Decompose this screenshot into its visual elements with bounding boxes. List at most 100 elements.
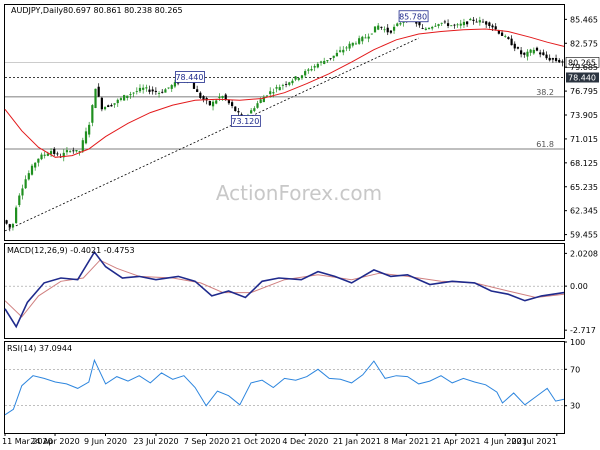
macd-tick-label: -2.717	[570, 326, 596, 335]
price-annotation-label: 73.120	[231, 117, 259, 126]
candle-body	[307, 69, 310, 71]
candle-body	[497, 30, 500, 34]
candle-body	[170, 85, 173, 89]
candle-body	[154, 90, 157, 92]
candle-body	[332, 55, 335, 58]
candle-body	[466, 21, 469, 25]
watermark: ActionForex.com	[216, 181, 382, 205]
candle-body	[319, 61, 323, 63]
candle-body	[164, 89, 167, 93]
candle-body	[107, 105, 110, 108]
candle-body	[472, 19, 475, 21]
candle-body	[284, 84, 288, 85]
candle-body	[297, 78, 300, 80]
candle-body	[8, 224, 11, 228]
candle-body	[18, 195, 21, 206]
candle-body	[481, 21, 485, 23]
candle-body	[504, 35, 507, 37]
candle-body	[262, 96, 265, 103]
candle-body	[196, 89, 199, 92]
candle-body	[361, 36, 364, 42]
date-tick-label: 21 Jan 2021	[333, 437, 381, 446]
candle-body	[294, 76, 297, 80]
macd-tick-label: 2.0208	[570, 249, 598, 258]
candle-body	[513, 43, 516, 49]
candle-body	[535, 47, 539, 51]
candle-body	[113, 103, 116, 105]
candle-body	[453, 24, 456, 26]
candle-body	[348, 43, 351, 49]
candle-body	[215, 100, 218, 104]
candle-body	[135, 91, 138, 92]
rsi-panel	[4, 341, 565, 434]
price-tick-label: 76.795	[570, 87, 598, 96]
candle-body	[275, 87, 278, 89]
date-tick-label: 8 Mar 2021	[384, 437, 430, 446]
candle-body	[373, 26, 377, 33]
candle-body	[494, 26, 497, 30]
candle-body	[288, 82, 291, 85]
candle-body	[558, 60, 561, 63]
date-tick-label: 21 Apr 2021	[431, 437, 480, 446]
candle-body	[132, 92, 135, 94]
candle-body	[224, 94, 227, 100]
candle-body	[148, 89, 151, 92]
date-tick-label: 24 Apr 2020	[30, 437, 79, 446]
candle-body	[329, 58, 332, 60]
price-tick-label: 59.455	[570, 231, 598, 240]
candle-body	[103, 107, 107, 110]
candle-body	[234, 106, 237, 112]
rsi-tick-label: 30	[570, 402, 580, 411]
candle-body	[459, 23, 462, 26]
candle-body	[462, 21, 466, 26]
candle-body	[520, 50, 523, 55]
candle-body	[126, 95, 129, 98]
candle-body	[304, 71, 307, 76]
price-annotation-box	[175, 71, 205, 83]
candle-body	[539, 52, 542, 55]
candle-body	[176, 82, 180, 84]
candle-body	[386, 27, 389, 33]
candle-body	[123, 95, 126, 101]
candle-body	[40, 154, 43, 160]
candle-body	[27, 173, 30, 180]
candle-body	[88, 124, 91, 135]
candle-body	[370, 33, 373, 35]
date-tick-label: 4 Jun 2021	[484, 437, 527, 446]
candle-body	[510, 38, 513, 46]
candle-body	[119, 98, 123, 100]
date-tick-label: 11 Mar 2020	[2, 437, 53, 446]
candle-body	[389, 30, 393, 33]
candle-body	[561, 61, 564, 63]
candle-body	[342, 49, 345, 53]
candle-body	[53, 148, 56, 154]
candle-body	[72, 150, 75, 152]
price-tick-label: 79.685	[570, 63, 598, 72]
candle-body	[491, 25, 494, 28]
macd-tick-label: 0.00	[570, 282, 588, 291]
candle-body	[11, 224, 15, 228]
chart-title: AUDJPY,Daily	[11, 6, 63, 15]
candle-body	[323, 60, 326, 64]
candle-body	[529, 49, 532, 53]
candle-body	[269, 91, 272, 95]
candle-body	[516, 47, 520, 49]
candle-body	[396, 23, 399, 26]
candle-body	[75, 150, 78, 152]
candle-body	[300, 75, 304, 79]
trendline	[4, 37, 419, 232]
candle-body	[421, 28, 424, 29]
moving-average-line	[4, 28, 565, 158]
candle-body	[554, 57, 558, 61]
candle-body	[129, 94, 132, 96]
candle-body	[62, 152, 65, 158]
candle-body	[548, 57, 551, 61]
candle-body	[69, 151, 72, 153]
date-tick-label: 7 Sep 2020	[184, 437, 230, 446]
candle-body	[253, 108, 256, 111]
candle-body	[354, 43, 358, 45]
candle-body	[351, 42, 354, 46]
candle-body	[46, 153, 49, 156]
candle-body	[326, 60, 329, 62]
